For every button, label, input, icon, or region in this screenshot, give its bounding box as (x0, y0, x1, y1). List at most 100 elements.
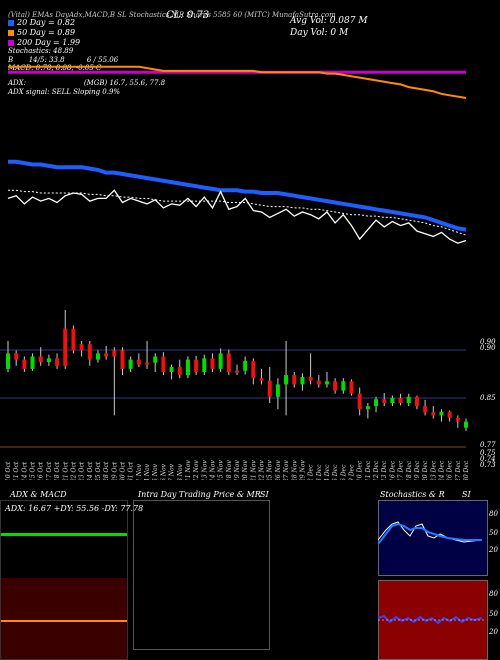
candle-body (185, 359, 190, 376)
candle (145, 341, 150, 369)
date-tick-label: 21 Oct (62, 461, 69, 480)
candle-body (382, 399, 387, 403)
stoch-axis-label: 80 (489, 510, 498, 518)
candle-body (455, 417, 460, 422)
candle (38, 347, 43, 366)
macd-value: MACD: 0.78, 0.88, -0.05 C (8, 64, 102, 72)
candle (128, 356, 133, 372)
candle-body (153, 356, 158, 363)
adx-panel-stats: ADX: 16.67 +DY: 55.56 -DY: 77.78 (5, 504, 144, 513)
candle (202, 354, 207, 376)
candle-body (251, 360, 256, 379)
date-tick-label: 11 Oct (13, 461, 20, 480)
ema20-line (8, 159, 467, 232)
legend-label: 20 Day = 0.82 (17, 18, 76, 27)
date-tick-label: 2 Dec (308, 464, 315, 480)
candle-body (79, 344, 84, 351)
date-tick-label: 18 Oct (54, 461, 61, 480)
candle-body (423, 406, 428, 413)
candle-body (112, 350, 117, 357)
candle (243, 356, 248, 375)
stochastics-value: Stochastics: 48.89 (8, 47, 74, 55)
candle (431, 406, 436, 419)
adx-green-line (1, 533, 127, 536)
price-tick-label: 0.90 (480, 338, 496, 346)
candle (46, 354, 51, 366)
candle (390, 395, 395, 407)
candle (275, 378, 280, 410)
intraday-si-label: SI (260, 490, 269, 499)
date-tick-label: 24 Oct (87, 461, 94, 480)
candle (341, 378, 346, 394)
date-tick-label: 17 Dec (398, 460, 405, 480)
date-tick-label: 25 Nov (267, 460, 274, 480)
candle (185, 356, 190, 379)
candle (357, 387, 362, 416)
candle-body (316, 380, 321, 385)
date-tick-label: 14 Oct (21, 461, 28, 480)
date-tick-label: 22 Nov (259, 460, 266, 480)
date-tick-label: 5 Dec (332, 464, 339, 480)
candle (79, 341, 84, 357)
candle-body (128, 359, 133, 369)
candle-body (308, 376, 313, 381)
intraday-panel-title: Intra Day Trading Price & MR (138, 490, 261, 499)
williams-r-line (378, 614, 483, 625)
date-tick-label: 5 Nov (152, 463, 159, 480)
date-tick-label: 23 Dec (430, 460, 437, 480)
date-tick-label: 19 Nov (234, 460, 241, 480)
adx-panel-title: ADX & MACD (10, 490, 67, 499)
candle-body (333, 381, 338, 391)
candle-body (349, 381, 354, 394)
intraday-panel (133, 500, 270, 650)
candle-body (87, 344, 92, 360)
candle-body (226, 353, 231, 372)
close-price-line (7, 189, 467, 244)
candle (22, 356, 27, 372)
candle-body (259, 378, 264, 381)
candle (374, 396, 379, 413)
date-tick-label: 18 Nov (226, 460, 233, 480)
stoch-d-line (378, 522, 482, 545)
candle-body (284, 375, 289, 385)
candle-body (38, 356, 43, 363)
candle (308, 353, 313, 385)
ema-legend-item: 200 Day = 1.99 (8, 38, 80, 47)
candle (414, 395, 419, 410)
candle-body (374, 399, 379, 407)
date-tick-label: 11 Dec (365, 460, 372, 480)
candle-body (464, 421, 468, 428)
candle (382, 393, 387, 407)
candle-body (120, 350, 125, 369)
candle (55, 353, 60, 369)
adx-orange-line (1, 620, 127, 622)
date-tick-label: 14 Nov (209, 460, 216, 480)
candle-body (447, 411, 452, 418)
date-tick-label: 28 Nov (291, 460, 298, 480)
legend-label: 200 Day = 1.99 (17, 38, 81, 47)
candle (177, 359, 182, 379)
date-tick-label: 29 Oct (111, 461, 118, 480)
date-tick-label: 1 Nov (136, 463, 143, 480)
candle (87, 341, 92, 366)
price-tick-label: 0.77 (480, 441, 496, 449)
day-volume-label: Day Vol: 0 M (290, 28, 349, 38)
date-tick-label: 16 Dec (389, 460, 396, 480)
candle-body (202, 358, 207, 372)
stoch-axis-label: 20 (489, 546, 498, 554)
candle-body (365, 406, 370, 410)
date-tick-label: 20 Nov (242, 460, 249, 480)
candle-body (95, 353, 100, 360)
date-tick-label: 30 Oct (120, 461, 127, 480)
price-tick-label: 0.90 (480, 344, 496, 352)
bollinger-mid-line (8, 189, 467, 236)
candle-body (218, 353, 223, 369)
date-tick-label: 29 Nov (299, 460, 306, 480)
candle-body (161, 356, 166, 372)
date-tick-label: 31 Oct (128, 461, 135, 480)
date-tick-label: 12 Nov (193, 460, 200, 480)
candle (161, 352, 166, 376)
candle-body (177, 367, 182, 376)
candle-body (22, 359, 27, 369)
candle (267, 367, 272, 403)
